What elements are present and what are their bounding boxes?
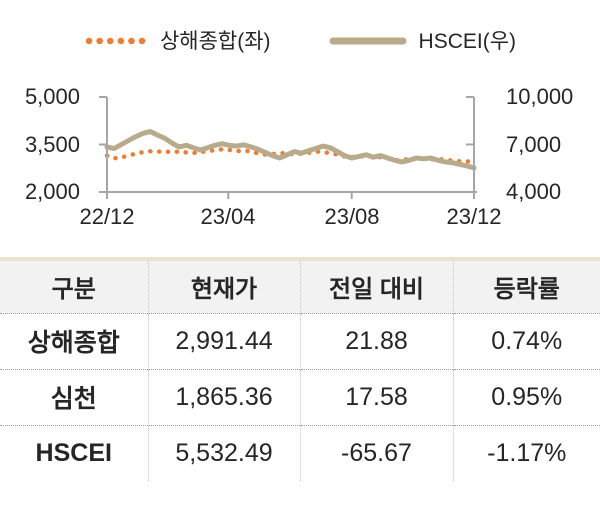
solid-line-swatch-icon (329, 37, 407, 45)
quote-table-section: 구분 현재가 전일 대비 등락률 상해종합 2,991.44 21.88 0.7… (0, 257, 600, 481)
column-header-rate: 등락률 (453, 259, 600, 313)
row-label: 상해종합 (0, 313, 149, 369)
column-header-category: 구분 (0, 259, 149, 313)
x-axis-tick-label: 23/04 (200, 204, 256, 229)
quote-table: 구분 현재가 전일 대비 등락률 상해종합 2,991.44 21.88 0.7… (0, 257, 600, 481)
chart-legend: 상해종합(좌) HSCEI(우) (0, 26, 600, 56)
column-header-price: 현재가 (148, 259, 301, 313)
x-axis-tick-label: 22/12 (79, 204, 135, 229)
dotted-line-swatch-icon (85, 37, 147, 45)
legend-label-hscei: HSCEI(우) (418, 29, 517, 53)
right-axis-tick-label: 4,000 (506, 179, 562, 204)
current-price-value: 2,991.44 (148, 313, 301, 369)
daily-change-value: 17.58 (300, 369, 454, 425)
row-label: 심천 (0, 369, 149, 425)
x-axis-tick-label: 23/08 (324, 204, 380, 229)
left-axis-tick-label: 2,000 (24, 179, 80, 204)
change-rate-value: 0.74% (453, 313, 600, 369)
legend-label-sse: 상해종합(좌) (159, 29, 271, 53)
current-price-value: 5,532.49 (148, 425, 301, 481)
table-row: HSCEI 5,532.49 -65.67 -1.17% (0, 425, 600, 481)
column-header-change: 전일 대비 (300, 259, 454, 313)
left-axis-tick-label: 3,500 (24, 131, 80, 157)
table-header-row: 구분 현재가 전일 대비 등락률 (0, 259, 600, 313)
daily-change-value: 21.88 (300, 313, 454, 369)
daily-change-value: -65.67 (300, 425, 454, 481)
table-row: 심천 1,865.36 17.58 0.95% (0, 369, 600, 425)
x-axis-tick-label: 23/12 (446, 204, 502, 229)
right-axis-tick-label: 7,000 (506, 131, 562, 157)
current-price-value: 1,865.36 (148, 369, 301, 425)
legend-item-sse: 상해종합(좌) (84, 31, 271, 52)
table-row: 상해종합 2,991.44 21.88 0.74% (0, 313, 600, 369)
right-axis-tick-label: 10,000 (506, 84, 574, 109)
left-axis-tick-label: 5,000 (24, 84, 80, 109)
dual-axis-line-chart: 5,000 3,500 2,000 10,000 7,000 4,000 22/… (0, 56, 600, 232)
change-rate-value: 0.95% (453, 369, 600, 425)
row-label: HSCEI (0, 425, 149, 481)
change-rate-value: -1.17% (453, 425, 600, 481)
legend-item-hscei: HSCEI(우) (329, 29, 517, 53)
chart-canvas (99, 96, 477, 199)
